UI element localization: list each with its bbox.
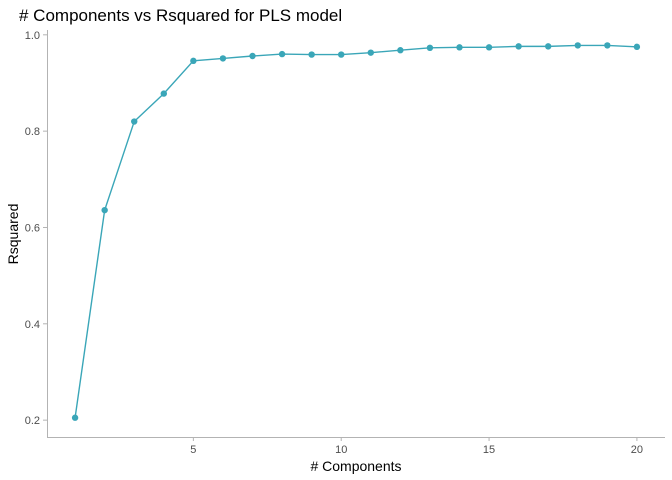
- series-line: [74, 44, 637, 418]
- data-point: [190, 57, 197, 65]
- data-point: [278, 50, 286, 58]
- data-point: [249, 52, 256, 60]
- x-tick-label: 20: [631, 444, 643, 456]
- x-ticks: 5 10 15 20: [190, 437, 643, 456]
- data-point: [131, 118, 138, 125]
- data-point: [397, 47, 404, 54]
- x-axis-title: # Components: [310, 458, 401, 474]
- axes: [47, 30, 665, 438]
- y-ticks: 0.2 0.4 0.6 0.8 1.0: [25, 30, 47, 427]
- series: [71, 42, 641, 421]
- data-point: [456, 44, 463, 51]
- chart-title: # Components vs Rsquared for PLS model: [19, 6, 342, 25]
- y-tick-label: 0.6: [25, 222, 40, 234]
- y-axis-title: Rsquared: [5, 204, 21, 265]
- data-point: [485, 44, 493, 51]
- data-point: [101, 206, 108, 214]
- y-tick-label: 0.4: [25, 319, 40, 331]
- data-point: [71, 414, 79, 421]
- data-point: [604, 42, 611, 49]
- data-point: [426, 44, 434, 52]
- x-tick-label: 10: [335, 444, 347, 456]
- data-point: [219, 55, 227, 62]
- data-point: [308, 51, 315, 58]
- y-tick-label: 0.2: [25, 415, 40, 427]
- data-point: [338, 51, 345, 58]
- data-point: [633, 43, 641, 51]
- data-point: [515, 43, 522, 50]
- data-point: [367, 49, 374, 56]
- x-tick-label: 5: [190, 444, 196, 456]
- data-point: [160, 90, 167, 97]
- data-point: [574, 42, 581, 49]
- y-tick-label: 0.8: [25, 126, 40, 138]
- data-point: [545, 43, 552, 50]
- x-tick-label: 15: [483, 444, 495, 456]
- y-tick-label: 1.0: [25, 30, 40, 42]
